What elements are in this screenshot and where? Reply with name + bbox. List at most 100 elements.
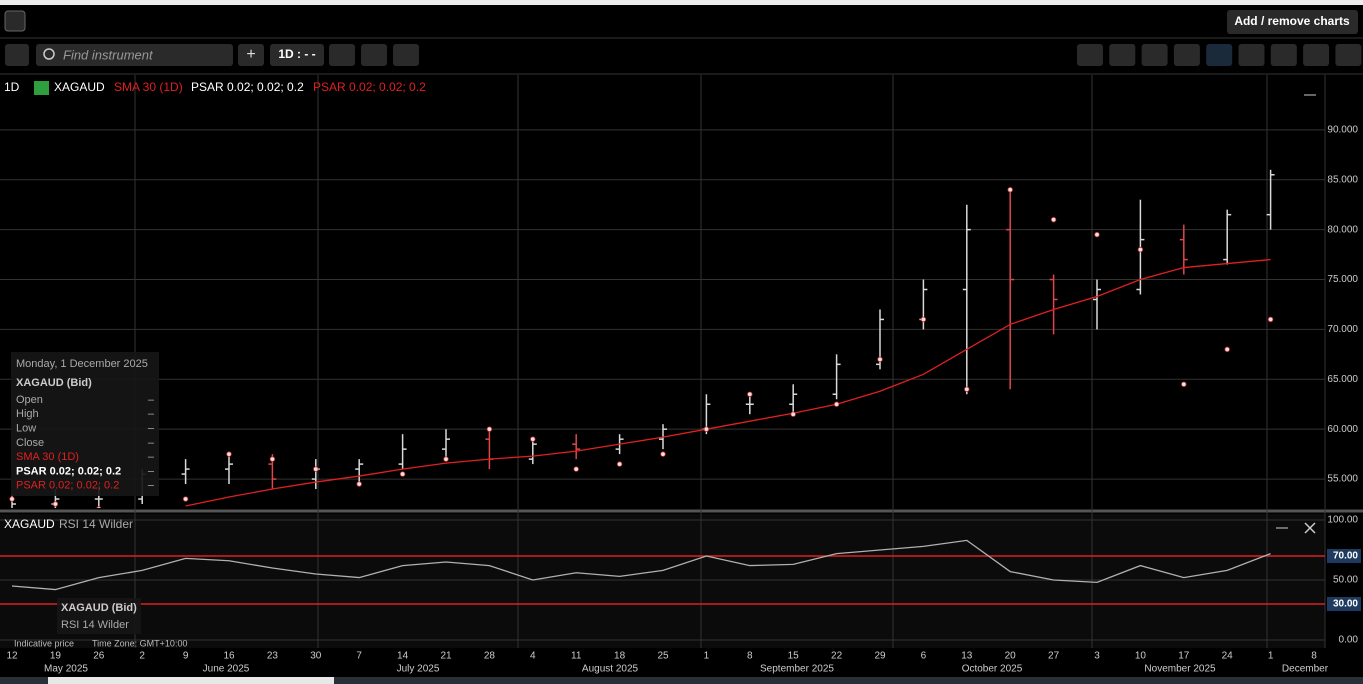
y-tick-label: 55.000 <box>1327 474 1358 485</box>
psar-dot <box>269 456 276 462</box>
psar-dot <box>616 461 623 467</box>
x-tick-label: 27 <box>1048 651 1060 662</box>
legend-psar: PSAR 0.02; 0.02; 0.2 <box>191 80 304 94</box>
y-tick-label: 75.000 <box>1327 274 1358 285</box>
tooltip-label: PSAR 0.02; 0.02; 0.2 <box>16 480 119 492</box>
x-tick-label: 22 <box>831 651 843 662</box>
add-remove-label[interactable]: Add / remove charts <box>1234 14 1350 28</box>
tool-button[interactable] <box>1303 44 1330 66</box>
month-label: July 2025 <box>397 664 440 675</box>
y-tick-label: 90.000 <box>1327 125 1358 136</box>
more-button[interactable] <box>393 44 419 66</box>
y-tick-label: 50.00 <box>1333 575 1358 586</box>
psar-dot <box>182 496 189 502</box>
x-tick-label: 17 <box>1178 651 1190 662</box>
rsi-tooltip <box>57 598 141 634</box>
psar-dot <box>486 426 493 432</box>
link-button[interactable] <box>5 44 29 66</box>
x-tick-label: 8 <box>747 651 753 662</box>
x-tick-label: 16 <box>223 651 235 662</box>
rsi-panel <box>0 514 1325 648</box>
x-tick-label: 24 <box>1222 651 1234 662</box>
tool-button[interactable] <box>1173 44 1200 66</box>
scrollbar-thumb[interactable] <box>48 677 334 684</box>
close[interactable] <box>1304 522 1316 534</box>
x-tick-label: 21 <box>440 651 452 662</box>
rsi-plot <box>11 539 1271 591</box>
tooltip-value: – <box>148 465 155 477</box>
x-tick-label: 1 <box>704 651 710 662</box>
interval: 1D <box>4 80 20 94</box>
tooltip-label: Low <box>16 423 36 435</box>
psar-dot <box>313 466 319 472</box>
psar-dot <box>356 481 362 487</box>
tool-button[interactable] <box>1238 44 1265 66</box>
series-line <box>11 539 1271 591</box>
y-tick-label: 0.00 <box>1339 635 1359 646</box>
tooltip-value: – <box>148 394 155 406</box>
tool-button[interactable] <box>1109 44 1136 66</box>
tooltip-value: – <box>148 451 155 463</box>
legend-sma: SMA 30 (1D) <box>114 80 183 94</box>
search-placeholder[interactable]: Find instrument <box>63 47 154 62</box>
x-tick-label: 26 <box>93 651 105 662</box>
psar-dot <box>443 456 449 462</box>
tooltip-label: Open <box>16 394 43 406</box>
x-tick-label: 8 <box>1311 651 1317 662</box>
add-button[interactable] <box>238 44 264 66</box>
psar-dot <box>96 506 102 508</box>
psar-dot <box>573 466 579 472</box>
x-tick-label: 13 <box>961 651 973 662</box>
x-tick-label: 10 <box>1135 651 1147 662</box>
psar-dot <box>703 426 710 432</box>
month-label: November 2025 <box>1144 664 1216 675</box>
chart-type-button[interactable] <box>361 44 387 66</box>
psar-dot <box>660 451 666 457</box>
refresh-button[interactable] <box>329 44 355 66</box>
tool-button[interactable] <box>1077 44 1103 66</box>
search-box[interactable] <box>36 44 233 66</box>
rsi-instrument: XAGAUD <box>4 517 55 531</box>
interval-label[interactable]: 1D : - - <box>278 47 315 61</box>
psar-dot <box>1094 231 1100 238</box>
instrument-icon <box>34 81 49 95</box>
search-icon <box>43 48 55 60</box>
level-badge <box>1327 548 1361 563</box>
x-tick-label: 19 <box>50 651 62 662</box>
x-tick-label: 3 <box>1094 651 1100 662</box>
psar-dot <box>9 496 15 502</box>
psar-dot <box>1267 316 1274 323</box>
psar-dot <box>1007 187 1013 193</box>
tool-button[interactable] <box>1270 44 1297 66</box>
tooltip-label: PSAR 0.02; 0.02; 0.2 <box>16 465 121 477</box>
x-tick-label: 30 <box>310 651 322 662</box>
month-label: October 2025 <box>962 664 1023 675</box>
x-tick-label: 2 <box>139 651 145 662</box>
level-badge <box>1327 596 1361 611</box>
indicative-note: Indicative price <box>14 638 74 648</box>
interval-button[interactable] <box>270 44 324 66</box>
psar-dot <box>52 501 59 507</box>
psar-dot <box>790 411 796 417</box>
menu-icon[interactable] <box>4 10 26 32</box>
add-icon[interactable]: + <box>246 46 255 63</box>
y-tick-label: 30.00 <box>1333 599 1358 610</box>
tool-button[interactable] <box>1141 44 1168 66</box>
add-remove-button[interactable] <box>1227 10 1358 34</box>
tooltip-value: – <box>148 423 155 435</box>
x-tick-label: 7 <box>356 651 362 662</box>
psar-dot <box>1050 216 1057 223</box>
psar-dot <box>530 436 536 442</box>
instrument: XAGAUD <box>54 80 105 94</box>
rsi-tooltip-name: RSI 14 Wilder <box>61 619 129 631</box>
tool-button[interactable] <box>1206 44 1233 66</box>
tool-button[interactable] <box>1335 44 1362 66</box>
y-tick-label: 100.00 <box>1327 515 1358 526</box>
tooltip-label: SMA 30 (1D) <box>16 451 79 463</box>
x-tick-label: 28 <box>484 651 496 662</box>
x-tick-label: 20 <box>1005 651 1017 662</box>
tooltip-date: Monday, 1 December 2025 <box>16 358 148 370</box>
y-tick-label: 60.000 <box>1327 424 1358 435</box>
month-label: June 2025 <box>203 664 250 675</box>
